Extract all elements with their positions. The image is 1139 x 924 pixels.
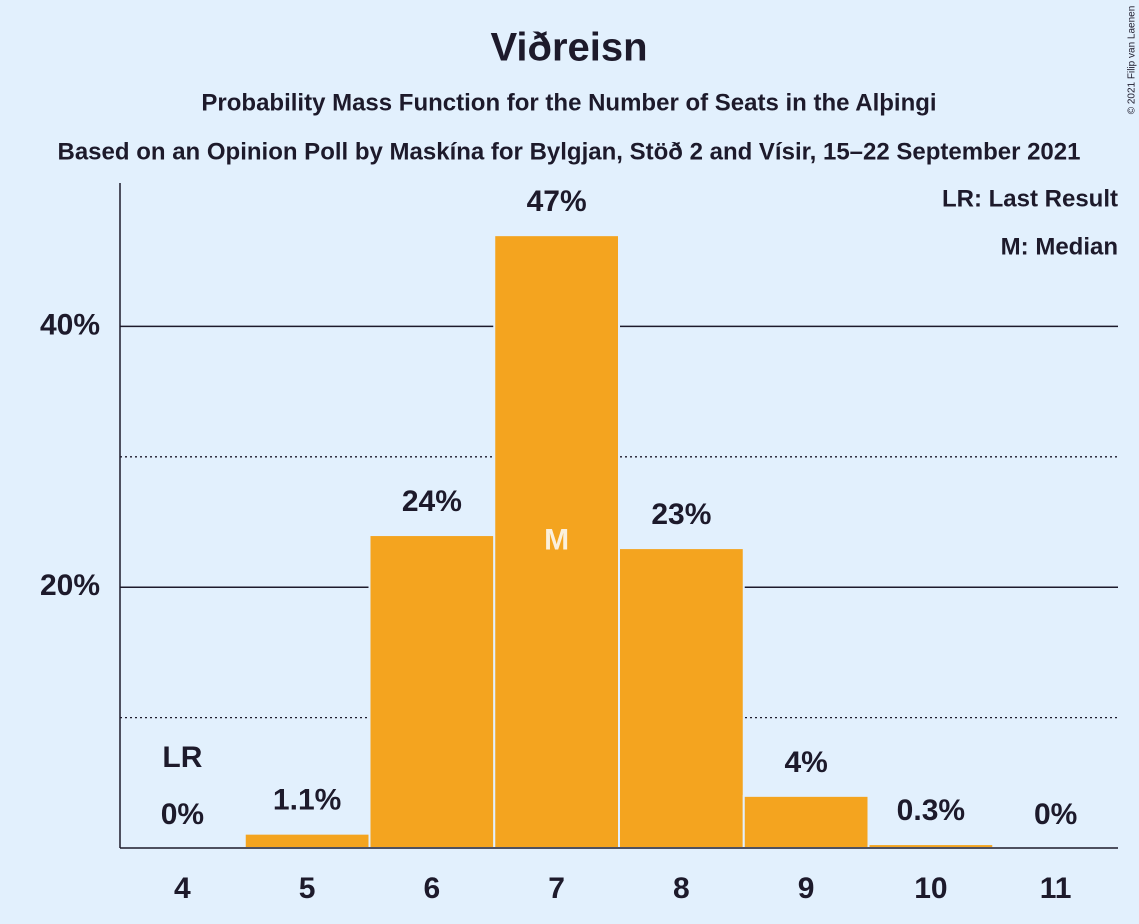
value-label: 0%	[1034, 798, 1077, 831]
marker-label: M	[544, 524, 569, 557]
value-label: 47%	[527, 185, 587, 218]
x-tick-label: 5	[299, 872, 316, 905]
x-tick-label: 6	[424, 872, 441, 905]
bar	[243, 832, 371, 849]
chart-subtitle: Based on an Opinion Poll by Maskína for …	[58, 138, 1081, 165]
value-label: 23%	[651, 498, 711, 531]
x-tick-label: 7	[548, 872, 565, 905]
bar	[618, 547, 745, 849]
copyright: © 2021 Filip van Laenen	[1127, 6, 1138, 115]
x-tick-label: 9	[798, 872, 815, 905]
marker-label: LR	[162, 741, 202, 774]
value-label: 4%	[784, 746, 827, 779]
value-label: 0%	[161, 798, 204, 831]
x-tick-label: 8	[673, 872, 690, 905]
legend-entry: M: Median	[1001, 233, 1118, 260]
bar	[368, 534, 496, 849]
chart-subtitle: Probability Mass Function for the Number…	[201, 89, 936, 116]
x-tick-label: 10	[914, 872, 947, 905]
x-tick-label: 4	[174, 872, 191, 905]
legend-entry: LR: Last Result	[942, 185, 1118, 212]
bar	[742, 794, 870, 850]
chart-title: Viðreisn	[490, 26, 647, 70]
x-tick-label: 11	[1040, 872, 1072, 905]
value-label: 24%	[402, 485, 462, 518]
bar	[493, 234, 620, 849]
y-tick-label: 40%	[40, 308, 100, 341]
value-label: 0.3%	[897, 794, 965, 827]
value-label: 1.1%	[273, 784, 341, 817]
y-tick-label: 20%	[40, 569, 100, 602]
